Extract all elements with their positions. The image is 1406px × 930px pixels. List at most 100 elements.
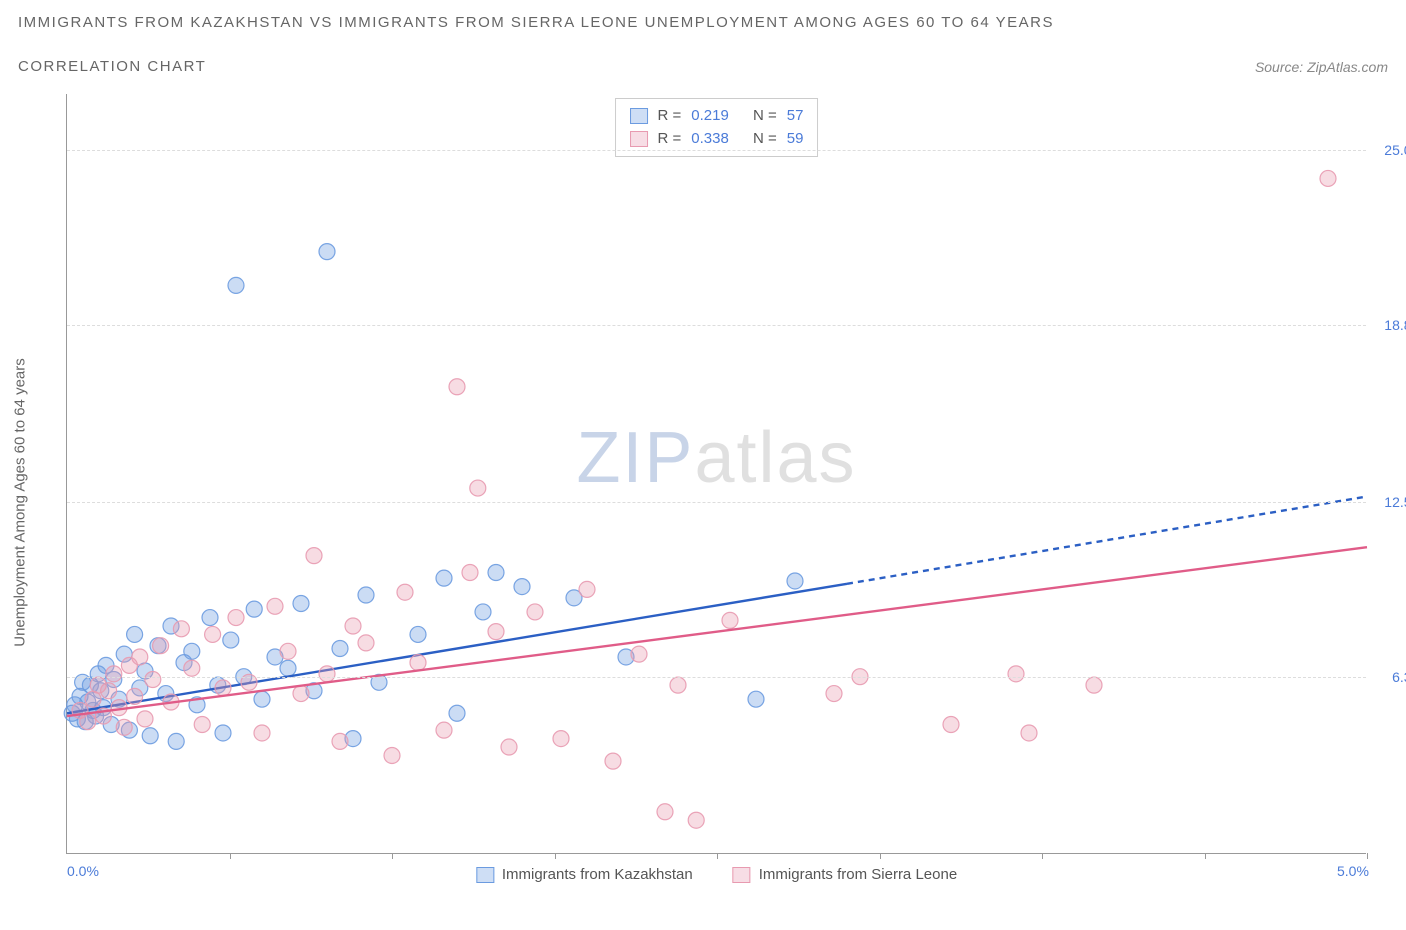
swatch-sierraleone xyxy=(630,131,648,147)
gridline xyxy=(67,325,1366,326)
legend-item-kazakhstan: Immigrants from Kazakhstan xyxy=(476,866,693,883)
chart-title: IMMIGRANTS FROM KAZAKHSTAN VS IMMIGRANTS… xyxy=(18,14,1388,31)
stats-legend-box: R = 0.219 N = 57 R = 0.338 N = 59 xyxy=(615,98,819,157)
scatter-point-sierraleone xyxy=(579,581,595,597)
scatter-point-kazakhstan xyxy=(202,610,218,626)
x-tick-mark xyxy=(1367,853,1368,859)
scatter-point-sierraleone xyxy=(127,688,143,704)
scatter-point-sierraleone xyxy=(527,604,543,620)
y-tick-label: 25.0% xyxy=(1384,142,1406,158)
scatter-point-sierraleone xyxy=(470,480,486,496)
trend-line-sierraleone xyxy=(67,547,1367,716)
scatter-point-kazakhstan xyxy=(319,244,335,260)
scatter-point-sierraleone xyxy=(501,739,517,755)
scatter-point-sierraleone xyxy=(173,621,189,637)
scatter-point-kazakhstan xyxy=(358,587,374,603)
scatter-plot-svg xyxy=(67,94,1366,853)
scatter-point-kazakhstan xyxy=(228,277,244,293)
subtitle-row: CORRELATION CHART Source: ZipAtlas.com xyxy=(18,58,1388,75)
y-tick-label: 18.8% xyxy=(1384,317,1406,333)
scatter-point-sierraleone xyxy=(116,719,132,735)
scatter-point-sierraleone xyxy=(184,660,200,676)
scatter-point-sierraleone xyxy=(605,753,621,769)
scatter-point-kazakhstan xyxy=(280,660,296,676)
legend-item-sierraleone: Immigrants from Sierra Leone xyxy=(733,866,957,883)
scatter-point-kazakhstan xyxy=(488,565,504,581)
trend-line-ext-kazakhstan xyxy=(847,497,1367,584)
scatter-point-sierraleone xyxy=(631,646,647,662)
scatter-point-sierraleone xyxy=(332,733,348,749)
scatter-point-sierraleone xyxy=(293,686,309,702)
scatter-point-sierraleone xyxy=(153,638,169,654)
scatter-point-kazakhstan xyxy=(514,579,530,595)
swatch-sierraleone xyxy=(733,867,751,883)
gridline xyxy=(67,677,1366,678)
scatter-point-kazakhstan xyxy=(436,570,452,586)
scatter-point-sierraleone xyxy=(280,643,296,659)
scatter-point-sierraleone xyxy=(319,666,335,682)
scatter-point-sierraleone xyxy=(1021,725,1037,741)
x-tick-mark xyxy=(1205,853,1206,859)
scatter-point-sierraleone xyxy=(688,812,704,828)
scatter-point-sierraleone xyxy=(106,666,122,682)
x-tick-mark xyxy=(392,853,393,859)
plot-area: ZIPatlas R = 0.219 N = 57 R = 0.338 N = … xyxy=(66,94,1366,854)
scatter-point-kazakhstan xyxy=(254,691,270,707)
legend-bottom: Immigrants from Kazakhstan Immigrants fr… xyxy=(476,866,957,883)
scatter-point-sierraleone xyxy=(215,680,231,696)
scatter-point-sierraleone xyxy=(384,747,400,763)
y-tick-label: 12.5% xyxy=(1384,494,1406,510)
scatter-point-sierraleone xyxy=(462,565,478,581)
scatter-point-sierraleone xyxy=(145,671,161,687)
y-tick-label: 6.3% xyxy=(1392,669,1406,685)
scatter-point-kazakhstan xyxy=(748,691,764,707)
scatter-point-kazakhstan xyxy=(410,626,426,642)
scatter-point-sierraleone xyxy=(254,725,270,741)
x-tick-mark xyxy=(717,853,718,859)
scatter-point-kazakhstan xyxy=(215,725,231,741)
scatter-point-kazakhstan xyxy=(246,601,262,617)
scatter-point-kazakhstan xyxy=(184,643,200,659)
chart-subtitle: CORRELATION CHART xyxy=(18,58,206,75)
scatter-point-kazakhstan xyxy=(787,573,803,589)
stats-row-kazakhstan: R = 0.219 N = 57 xyxy=(630,105,804,128)
scatter-point-sierraleone xyxy=(194,717,210,733)
scatter-point-sierraleone xyxy=(205,626,221,642)
scatter-point-sierraleone xyxy=(228,610,244,626)
scatter-point-sierraleone xyxy=(657,804,673,820)
scatter-point-kazakhstan xyxy=(168,733,184,749)
scatter-point-sierraleone xyxy=(670,677,686,693)
scatter-point-sierraleone xyxy=(397,584,413,600)
x-tick-mark xyxy=(880,853,881,859)
scatter-point-kazakhstan xyxy=(332,641,348,657)
scatter-point-sierraleone xyxy=(132,649,148,665)
scatter-point-kazakhstan xyxy=(449,705,465,721)
scatter-point-sierraleone xyxy=(943,717,959,733)
stats-row-sierraleone: R = 0.338 N = 59 xyxy=(630,128,804,151)
scatter-point-kazakhstan xyxy=(293,595,309,611)
scatter-point-sierraleone xyxy=(267,598,283,614)
scatter-point-sierraleone xyxy=(1086,677,1102,693)
scatter-point-sierraleone xyxy=(345,618,361,634)
x-tick-mark xyxy=(555,853,556,859)
x-tick-label: 5.0% xyxy=(1337,863,1369,879)
swatch-kazakhstan xyxy=(476,867,494,883)
scatter-point-sierraleone xyxy=(553,731,569,747)
scatter-point-sierraleone xyxy=(488,624,504,640)
source-attribution: Source: ZipAtlas.com xyxy=(1255,59,1388,75)
scatter-point-sierraleone xyxy=(358,635,374,651)
scatter-point-sierraleone xyxy=(306,548,322,564)
x-tick-label: 0.0% xyxy=(67,863,99,879)
scatter-point-sierraleone xyxy=(722,612,738,628)
scatter-point-kazakhstan xyxy=(142,728,158,744)
gridline xyxy=(67,502,1366,503)
scatter-point-kazakhstan xyxy=(475,604,491,620)
y-axis-label: Unemployment Among Ages 60 to 64 years xyxy=(12,358,29,647)
gridline xyxy=(67,150,1366,151)
scatter-point-sierraleone xyxy=(101,683,117,699)
scatter-point-sierraleone xyxy=(449,379,465,395)
chart-container: Unemployment Among Ages 60 to 64 years Z… xyxy=(42,94,1388,894)
scatter-point-sierraleone xyxy=(410,655,426,671)
scatter-point-kazakhstan xyxy=(127,626,143,642)
scatter-point-sierraleone xyxy=(436,722,452,738)
